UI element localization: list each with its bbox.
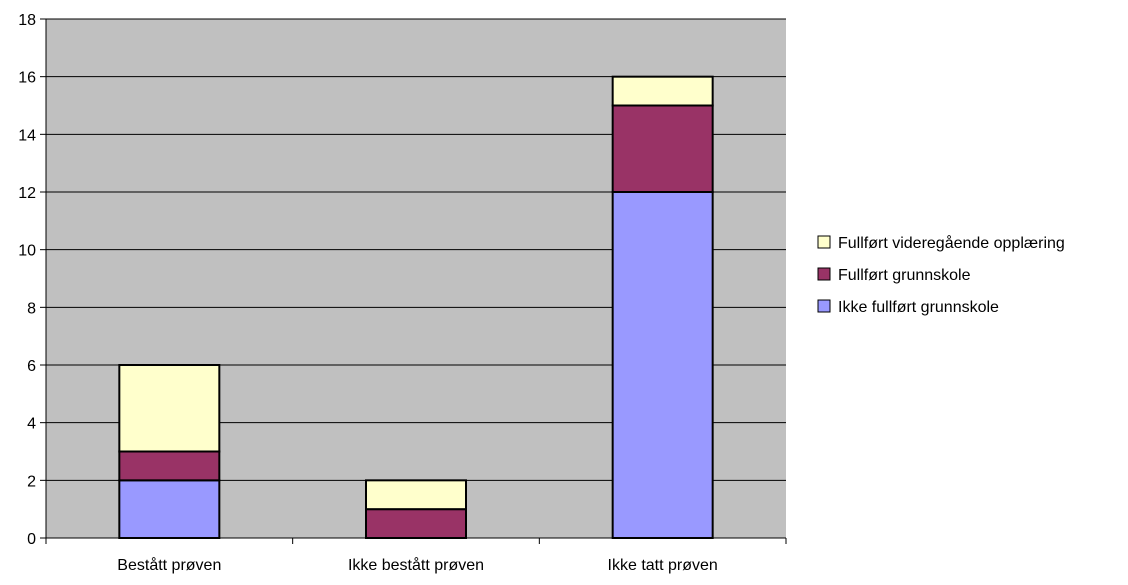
bar-segment-3-3 — [611, 75, 714, 107]
legend-label-3: Fullført videregående opplæring — [838, 234, 1065, 252]
legend-swatch-1 — [817, 299, 831, 313]
y-tick-label: 8 — [27, 300, 36, 317]
bar-segment-1-3 — [118, 364, 221, 453]
y-tick-label: 0 — [27, 531, 36, 548]
plot-area: 0 2 4 6 8 10 12 14 16 18 Bestått prøven Ikke beståt… — [18, 12, 787, 574]
y-tick-label: 2 — [27, 473, 36, 490]
y-tick-label: 6 — [27, 358, 36, 375]
bar-segment-1-1 — [118, 479, 221, 540]
y-tick-label: 14 — [18, 127, 36, 144]
y-tick-label: 16 — [18, 70, 36, 87]
y-tick-label: 10 — [18, 243, 36, 260]
legend-swatch-3 — [817, 235, 831, 249]
x-category-label: Ikke tatt prøven — [608, 557, 718, 574]
legend-label-1: Ikke fullført grunnskole — [838, 299, 999, 316]
bar-segment-3-1 — [611, 191, 714, 539]
y-tick-label: 12 — [18, 185, 36, 202]
x-category-label: Ikke bestått prøven — [348, 556, 484, 574]
legend: Fullført videregående opplæring Fullført … — [817, 234, 1065, 316]
y-tick-label: 4 — [27, 416, 36, 433]
legend-swatch-2 — [817, 267, 831, 281]
bar-segment-1-2 — [118, 450, 221, 482]
bar-segment-2-2 — [365, 508, 467, 539]
bar-segment-2-3 — [365, 479, 467, 511]
x-category-label: Bestått prøven — [117, 556, 221, 574]
legend-label-2: Fullført grunnskole — [838, 267, 971, 284]
bar-segment-3-2 — [611, 104, 714, 193]
y-tick-label: 18 — [18, 12, 36, 29]
